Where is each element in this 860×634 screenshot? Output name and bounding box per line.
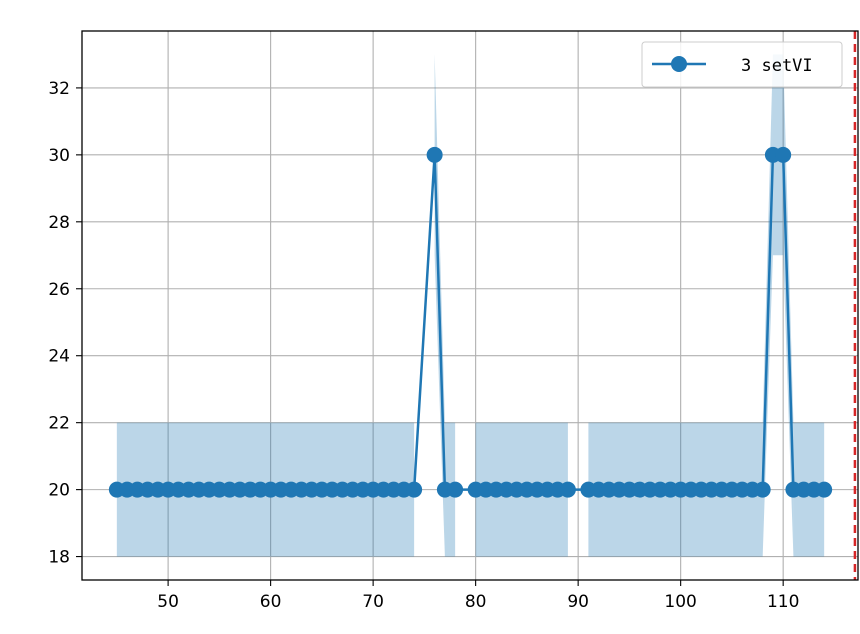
data-point [559,481,576,498]
legend-marker-sample [671,56,687,72]
x-tick-label: 50 [157,592,179,612]
x-tick-label: 80 [465,592,487,612]
x-tick-label: 70 [362,592,384,612]
data-point [816,481,833,498]
y-tick-label: 28 [48,213,70,233]
data-point [426,146,443,163]
y-tick-label: 22 [48,414,70,434]
data-point [754,481,771,498]
y-tick-label: 26 [48,280,70,300]
y-tick-label: 20 [48,481,70,501]
x-tick-label: 100 [664,592,696,612]
x-tick-label: 110 [767,592,799,612]
x-axis-ticks: 50 60 70 80 90 100 110 [157,580,799,612]
y-tick-label: 30 [48,146,70,166]
data-point [775,146,792,163]
legend: 3 setVI [641,41,843,88]
plot-frame [81,30,859,581]
y-tick-label: 24 [48,347,70,367]
y-tick-label: 32 [48,79,70,99]
y-axis-ticks: 18 20 22 24 26 28 30 32 [48,79,82,568]
x-tick-label: 60 [260,592,282,612]
legend-label: 3 setVI [741,56,813,76]
y-tick-label: 18 [48,548,70,568]
series-markers [108,146,833,498]
data-point [447,481,464,498]
legend-box [641,41,843,88]
data-point [406,481,423,498]
x-tick-label: 90 [567,592,589,612]
